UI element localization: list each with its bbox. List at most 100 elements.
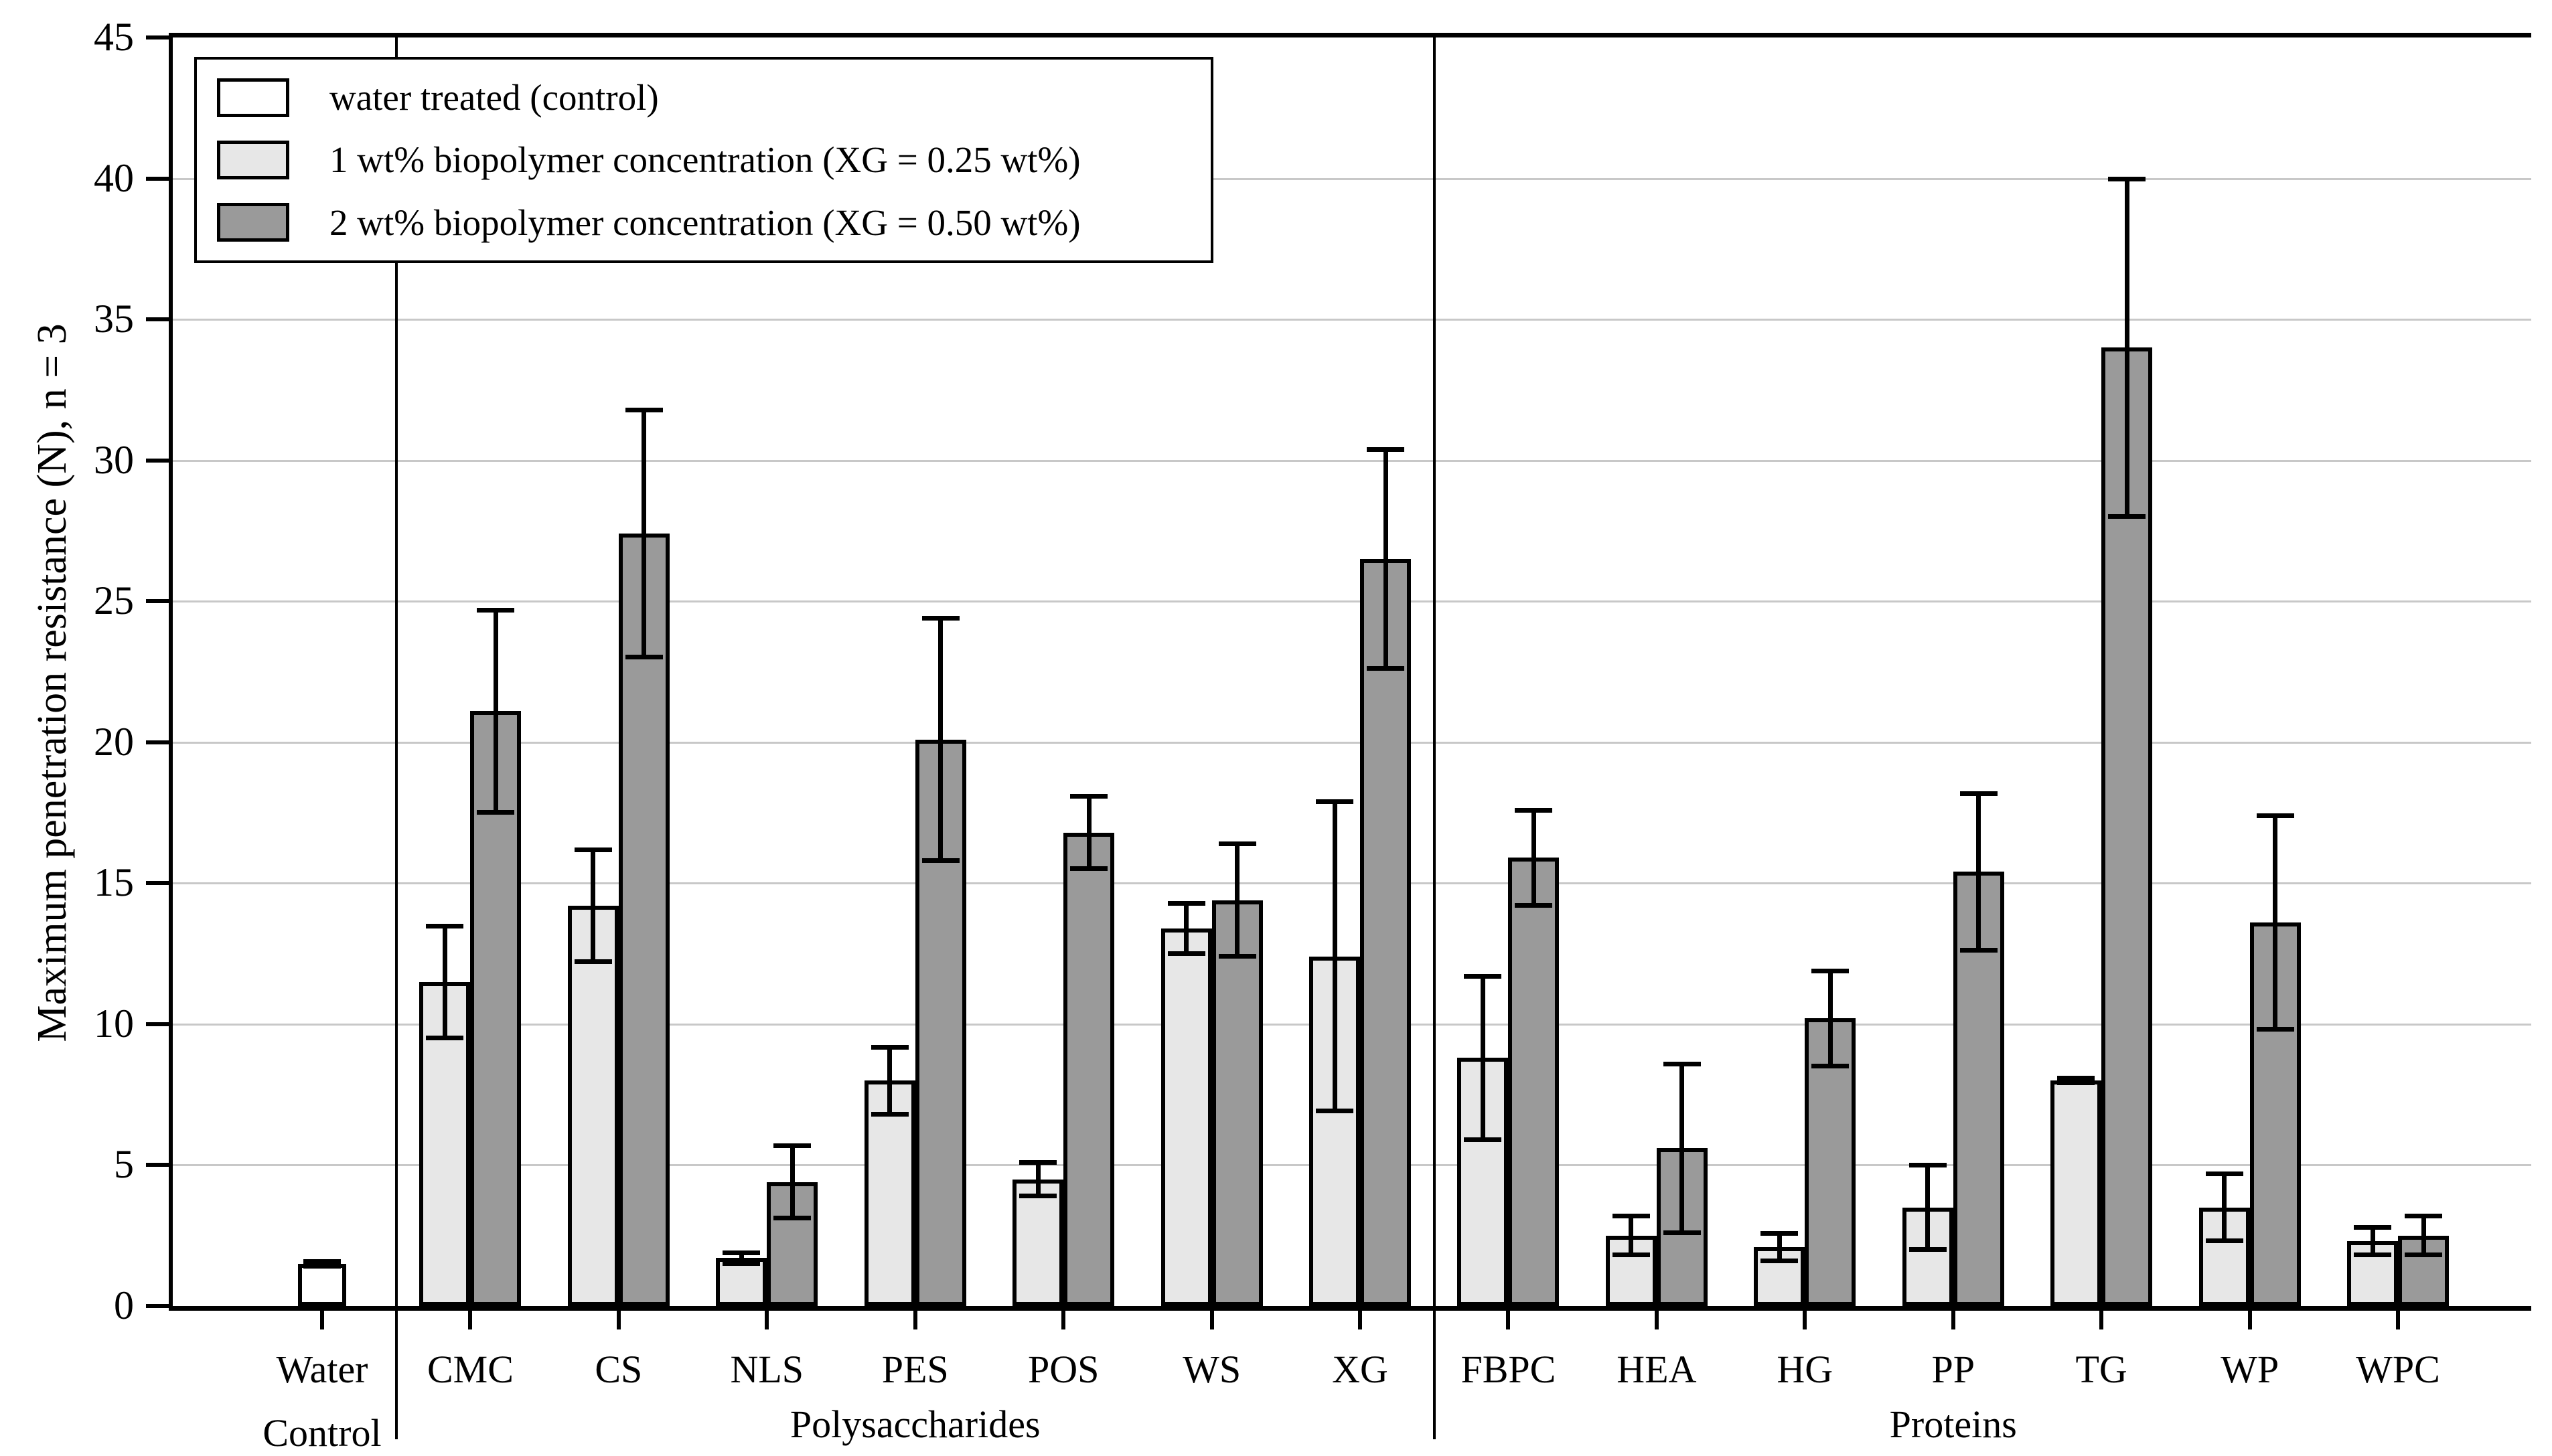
gridline-30	[173, 459, 2531, 462]
y-axis-line	[169, 37, 173, 1311]
error-bar-top-cap	[1612, 1214, 1650, 1219]
error-bar-top-cap	[2205, 1171, 2243, 1177]
x-tick-5	[1061, 1311, 1066, 1329]
error-bar-whisker	[2222, 1174, 2227, 1242]
error-bar-whisker	[1332, 801, 1337, 1112]
gridline-20	[173, 741, 2531, 744]
bar-WS-c2	[1211, 900, 1263, 1306]
section-divider	[394, 37, 398, 1439]
x-category-label: HEA	[1617, 1348, 1697, 1391]
x-tick-10	[1803, 1311, 1807, 1329]
x-tick-0	[320, 1311, 324, 1329]
x-category-label: WPC	[2356, 1348, 2440, 1391]
y-axis-title: Maximum penetration resistance (N), n = …	[29, 323, 75, 1042]
gridline-15	[173, 882, 2531, 885]
error-bar-top-cap	[1316, 799, 1353, 805]
x-tick-8	[1506, 1311, 1511, 1329]
error-bar-top-cap	[426, 923, 464, 928]
error-bar-bottom-cap	[625, 655, 663, 660]
error-bar-bottom-cap	[1167, 951, 1205, 956]
error-bar-bottom-cap	[1760, 1258, 1799, 1263]
y-tick-5	[146, 1163, 170, 1167]
error-bar-bottom-cap	[871, 1111, 909, 1117]
error-bar-bottom-cap	[2256, 1027, 2294, 1032]
error-bar-bottom-cap	[1019, 1193, 1057, 1198]
bar-TG-c1	[2050, 1080, 2102, 1306]
y-tick-35	[146, 317, 170, 322]
error-bar-whisker	[739, 1252, 744, 1264]
error-bar-whisker	[1531, 809, 1536, 906]
x-category-label: PES	[881, 1348, 949, 1391]
x-category-label: HG	[1777, 1348, 1833, 1391]
error-bar-top-cap	[1367, 447, 1404, 452]
error-bar-whisker	[2124, 178, 2129, 517]
error-bar-bottom-cap	[1959, 948, 1998, 953]
x-tick-4	[913, 1311, 917, 1329]
x-tick-9	[1654, 1311, 1659, 1329]
error-bar-bottom-cap	[723, 1261, 761, 1266]
error-bar-whisker	[2273, 815, 2278, 1030]
error-bar-top-cap	[1663, 1061, 1701, 1066]
error-bar-top-cap	[1760, 1230, 1799, 1236]
bar-Water-Control-control	[298, 1263, 346, 1306]
legend-row: 2 wt% biopolymer concentration (XG = 0.5…	[217, 201, 1211, 244]
error-bar-whisker	[1976, 793, 1981, 951]
x-tick-3	[765, 1311, 769, 1329]
error-bar-top-cap	[723, 1250, 761, 1255]
x-tick-12	[2099, 1311, 2104, 1329]
error-bar-whisker	[1035, 1162, 1041, 1196]
y-tick-40	[146, 176, 170, 181]
error-bar-bottom-cap	[2108, 513, 2146, 519]
error-bar-bottom-cap	[303, 1264, 341, 1269]
x-category-label: PP	[1931, 1348, 1975, 1391]
error-bar-top-cap	[1167, 900, 1205, 906]
legend-row: water treated (control)	[217, 76, 1211, 118]
error-bar-bottom-cap	[1612, 1252, 1650, 1258]
x-tick-1	[468, 1311, 473, 1329]
x-category-label: TG	[2075, 1348, 2127, 1391]
error-bar-bottom-cap	[2205, 1238, 2243, 1244]
error-bar-top-cap	[477, 607, 515, 613]
y-tick-label-5: 5	[114, 1142, 134, 1187]
y-tick-label-25: 25	[94, 578, 134, 623]
error-bar-bottom-cap	[1811, 1064, 1850, 1069]
x-tick-7	[1358, 1311, 1362, 1329]
x-category-label: CMC	[427, 1348, 514, 1391]
error-bar-whisker	[1480, 976, 1485, 1140]
error-bar-top-cap	[574, 847, 612, 852]
error-bar-whisker	[591, 849, 596, 963]
error-bar-bottom-cap	[1908, 1246, 1947, 1252]
error-bar-top-cap	[1959, 791, 1998, 796]
plot-top-border	[169, 33, 2531, 37]
gridline-40	[173, 177, 2531, 180]
error-bar-top-cap	[1464, 974, 1502, 979]
y-tick-30	[146, 458, 170, 463]
error-bar-bottom-cap	[773, 1216, 812, 1221]
error-bar-bottom-cap	[574, 959, 612, 965]
error-bar-whisker	[642, 409, 647, 658]
x-tick-13	[2247, 1311, 2252, 1329]
legend: water treated (control) 1 wt% biopolymer …	[194, 57, 1213, 263]
y-tick-label-40: 40	[94, 155, 134, 200]
error-bar-bottom-cap	[1070, 866, 1108, 872]
x-category-label: XG	[1332, 1348, 1388, 1391]
error-bar-bottom-cap	[1464, 1137, 1502, 1142]
error-bar-whisker	[442, 925, 447, 1038]
y-tick-label-10: 10	[94, 1001, 134, 1046]
legend-swatch-c2	[217, 203, 289, 242]
error-bar-top-cap	[1811, 968, 1850, 973]
error-bar-whisker	[2073, 1077, 2079, 1084]
x-category-label: FBPC	[1460, 1348, 1556, 1391]
error-bar-whisker	[2421, 1216, 2426, 1256]
error-bar-bottom-cap	[426, 1035, 464, 1040]
error-bar-whisker	[1383, 449, 1388, 669]
y-tick-label-20: 20	[94, 719, 134, 764]
bar-CS-c1	[567, 906, 619, 1306]
error-bar-whisker	[1184, 902, 1189, 954]
bar-FBPC-c2	[1508, 858, 1560, 1306]
legend-label: water treated (control)	[329, 77, 659, 118]
gridline-35	[173, 319, 2531, 321]
gridline-25	[173, 600, 2531, 603]
error-bar-bottom-cap	[1218, 953, 1256, 959]
